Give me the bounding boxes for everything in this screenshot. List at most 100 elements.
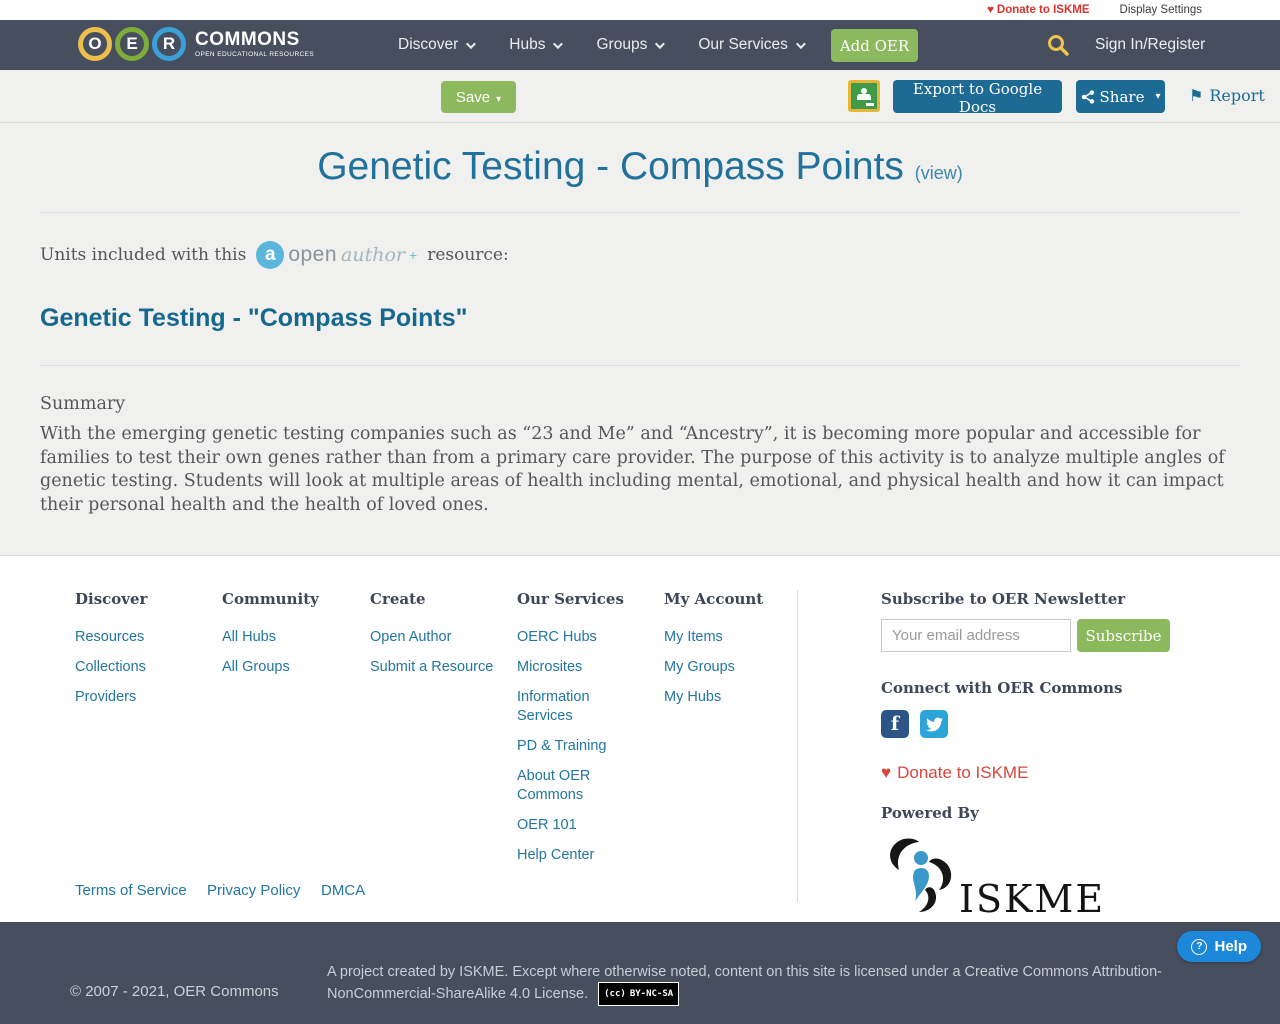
chevron-down-icon	[655, 38, 666, 49]
caret-down-icon: ▾	[496, 93, 502, 105]
summary-text: With the emerging genetic testing compan…	[40, 424, 1225, 515]
terms-of-service-link[interactable]: Terms of Service	[75, 882, 187, 899]
logo-letter-e: E	[115, 27, 149, 61]
resource-toolbar: Save ▾ Export to Google Docs Share ▾ ⚑ Repo…	[0, 70, 1280, 123]
nav-item-hubs[interactable]: Hubs	[509, 36, 564, 54]
heart-icon: ♥	[881, 763, 892, 782]
footer-right-section: Subscribe to OER Newsletter Subscribe Co…	[881, 590, 1211, 918]
donate-to-iskme-footer-link[interactable]: ♥ Donate to ISKME	[881, 763, 1029, 782]
open-author-icon: a	[256, 241, 285, 269]
search-button[interactable]	[1044, 32, 1072, 60]
nav-item-groups[interactable]: Groups	[596, 36, 666, 54]
privacy-policy-link[interactable]: Privacy Policy	[207, 882, 301, 899]
license-text: A project created by ISKME. Except where…	[327, 962, 1162, 1006]
resource-content: Genetic Testing - Compass Points (view) …	[0, 123, 1280, 517]
unit-heading[interactable]: Genetic Testing - "Compass Points"	[40, 304, 468, 332]
main-navbar: O E R COMMONS OPEN EDUCATIONAL RESOURCES…	[0, 20, 1280, 70]
footer-link[interactable]: Microsites	[517, 659, 583, 675]
logo-subtitle: OPEN EDUCATIONAL RESOURCES	[195, 50, 315, 58]
footer: Discover Resources Collections Providers…	[0, 556, 1280, 922]
footer-link[interactable]: Resources	[75, 629, 145, 645]
footer-link[interactable]: PD & Training	[517, 738, 607, 754]
report-link[interactable]: ⚑ Report	[1189, 86, 1265, 105]
powered-by-heading: Powered By	[881, 804, 979, 822]
footer-link[interactable]: All Hubs	[222, 629, 276, 645]
footer-column-create: Create Open Author Submit a Resource	[370, 590, 495, 688]
twitter-icon[interactable]	[920, 710, 948, 738]
connect-heading: Connect with OER Commons	[881, 679, 1123, 697]
footer-column-community: Community All Hubs All Groups	[222, 590, 347, 688]
open-author-logo[interactable]: a open author +	[256, 241, 417, 269]
footer-link[interactable]: Submit a Resource	[370, 659, 494, 675]
newsletter-heading: Subscribe to OER Newsletter	[881, 590, 1126, 608]
help-button[interactable]: ? Help	[1177, 931, 1261, 962]
nav-item-discover[interactable]: Discover	[398, 36, 477, 54]
footer-link[interactable]: My Hubs	[664, 689, 722, 705]
iskme-wordmark: ISKME	[959, 877, 1106, 921]
top-strip: ♥ Donate to ISKME Display Settings	[0, 0, 1280, 20]
add-oer-button[interactable]: Add OER	[831, 29, 918, 62]
footer-column-my-account: My Account My Items My Groups My Hubs	[664, 590, 789, 718]
dmca-link[interactable]: DMCA	[321, 882, 366, 899]
logo-title: COMMONS	[195, 28, 300, 50]
save-button[interactable]: Save ▾	[441, 81, 516, 113]
chevron-down-icon	[466, 38, 477, 49]
units-prefix-text: Units included with this	[40, 245, 247, 265]
divider	[40, 212, 1240, 213]
flag-icon: ⚑	[1189, 86, 1204, 105]
copyright-text: © 2007 - 2021, OER Commons	[70, 983, 279, 1000]
chevron-down-icon	[795, 38, 806, 49]
donate-to-iskme-top-link[interactable]: ♥ Donate to ISKME	[987, 4, 1090, 16]
main-area: Save ▾ Export to Google Docs Share ▾ ⚑ Repo…	[0, 70, 1280, 556]
chevron-down-icon	[553, 38, 564, 49]
footer-link[interactable]: My Groups	[664, 659, 735, 675]
footer-heading: Community	[222, 590, 319, 608]
google-classroom-icon	[851, 83, 877, 109]
nav-menu: Discover Hubs Groups Our Services	[398, 20, 806, 70]
iskme-logo[interactable]: ISKME	[881, 836, 1211, 918]
logo-letter-o: O	[78, 27, 112, 61]
email-input[interactable]	[881, 619, 1071, 652]
footer-link[interactable]: About OER Commons	[517, 768, 591, 803]
footer-heading: Create	[370, 590, 426, 608]
divider	[40, 365, 1240, 366]
footer-heading: Our Services	[517, 590, 624, 608]
display-settings-link[interactable]: Display Settings	[1119, 4, 1202, 16]
export-to-google-docs-button[interactable]: Export to Google Docs	[893, 80, 1062, 116]
facebook-icon[interactable]: f	[881, 710, 909, 738]
footer-column-discover: Discover Resources Collections Providers	[75, 590, 200, 718]
page-title: Genetic Testing - Compass Points (view)	[317, 145, 963, 188]
cc-by-nc-sa-badge[interactable]: (cc) BY-NC-SA	[598, 982, 680, 1006]
google-classroom-button[interactable]	[848, 80, 880, 112]
footer-link[interactable]: OERC Hubs	[517, 629, 597, 645]
units-suffix-text: resource:	[427, 245, 509, 265]
share-button[interactable]: Share ▾	[1076, 80, 1165, 113]
bottom-bar: © 2007 - 2021, OER Commons A project cre…	[0, 922, 1280, 1024]
footer-link[interactable]: My Items	[664, 629, 723, 645]
nav-item-our-services[interactable]: Our Services	[698, 36, 806, 54]
summary-label: Summary	[40, 394, 126, 414]
footer-link[interactable]: OER 101	[517, 817, 577, 833]
search-icon	[1048, 34, 1069, 56]
footer-link[interactable]: Collections	[75, 659, 146, 675]
footer-link[interactable]: Information Services	[517, 689, 590, 724]
footer-heading: My Account	[664, 590, 764, 608]
sign-in-register-link[interactable]: Sign In/Register	[1095, 36, 1206, 53]
footer-link[interactable]: Help Center	[517, 847, 595, 863]
footer-vertical-divider	[797, 590, 798, 902]
units-included-row: Units included with this a open author + r…	[40, 241, 1280, 269]
view-link[interactable]: (view)	[914, 163, 963, 183]
logo-letter-r: R	[152, 27, 186, 61]
oer-commons-logo[interactable]: O E R COMMONS OPEN EDUCATIONAL RESOURCES	[78, 27, 314, 61]
question-icon: ?	[1191, 938, 1208, 955]
iskme-figure-icon	[890, 838, 952, 912]
footer-heading: Discover	[75, 590, 148, 608]
caret-down-icon: ▾	[1155, 91, 1161, 102]
share-icon	[1081, 89, 1094, 104]
footer-link[interactable]: Providers	[75, 689, 137, 705]
footer-link[interactable]: Open Author	[370, 629, 452, 645]
footer-link[interactable]: All Groups	[222, 659, 290, 675]
footer-column-our-services: Our Services OERC Hubs Microsites Inform…	[517, 590, 642, 876]
subscribe-button[interactable]: Subscribe	[1077, 619, 1170, 652]
